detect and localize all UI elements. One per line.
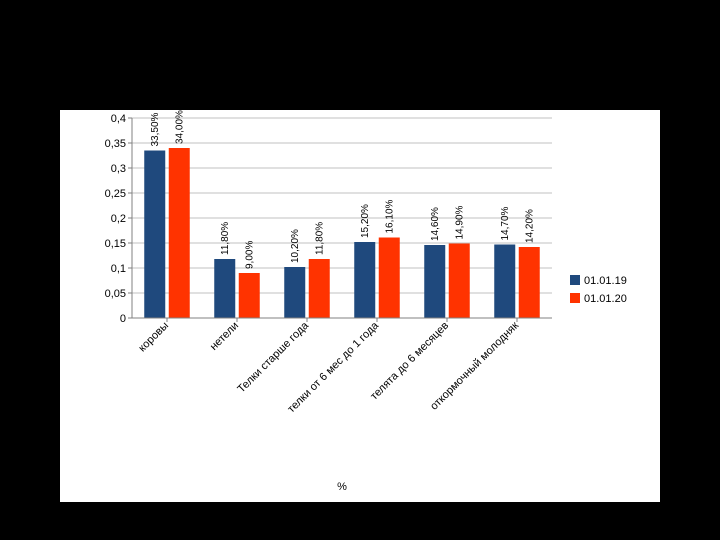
category-label: нетели [208, 320, 241, 353]
category-label: Телки старше года [235, 319, 311, 395]
bar [424, 245, 445, 318]
bar-value-label: 34,00% [174, 110, 185, 144]
bar [284, 267, 305, 318]
bar [214, 259, 235, 318]
bar-value-label: 14,70% [500, 206, 511, 240]
legend-swatch [570, 293, 580, 303]
y-tick-label: 0,2 [111, 213, 126, 225]
bar-chart: 0 0,05 0,1 0,15 0,2 0,25 0,3 0,35 0,4 33,50% 34,00… [60, 110, 660, 502]
bar [169, 148, 190, 318]
bar-value-label: 11,80% [220, 222, 231, 255]
bar-value-label: 14,60% [430, 207, 441, 241]
bar-value-label: 16,10% [384, 199, 395, 233]
bar-value-label: 33,50% [150, 112, 161, 146]
y-tick-label: 0,35 [105, 138, 126, 150]
bar-value-label: 14,90% [454, 205, 465, 239]
y-tick-label: 0,15 [105, 238, 126, 250]
bar-value-label: 10,20% [290, 229, 301, 263]
y-tick-label: 0,4 [111, 113, 126, 125]
chart-panel: 0 0,05 0,1 0,15 0,2 0,25 0,3 0,35 0,4 33,50% 34,00… [60, 110, 660, 502]
legend-label: 01.01.19 [584, 275, 627, 287]
y-tick-label: 0,05 [105, 288, 126, 300]
bar [379, 238, 400, 319]
bar-value-label: 15,20% [360, 204, 371, 238]
category-label: коровы [136, 320, 171, 355]
bar [519, 247, 540, 318]
bar [239, 273, 260, 318]
bar-value-label: 9,00% [244, 241, 255, 269]
legend-label: 01.01.20 [584, 293, 627, 305]
bar [309, 259, 330, 318]
y-tick-label: 0,25 [105, 188, 126, 200]
y-tick-label: 0,1 [111, 263, 126, 275]
x-axis-title: % [337, 481, 347, 493]
category-label: телята до 6 месяцев [368, 320, 451, 403]
bar [354, 242, 375, 318]
bar [144, 151, 165, 319]
legend-swatch [570, 275, 580, 285]
bar-value-label: 11,80% [314, 222, 325, 255]
bar [494, 245, 515, 319]
bar [449, 244, 470, 319]
y-tick-label: 0,3 [111, 163, 126, 175]
bar-value-label: 14,20% [524, 209, 535, 243]
y-tick-label: 0 [120, 313, 126, 325]
